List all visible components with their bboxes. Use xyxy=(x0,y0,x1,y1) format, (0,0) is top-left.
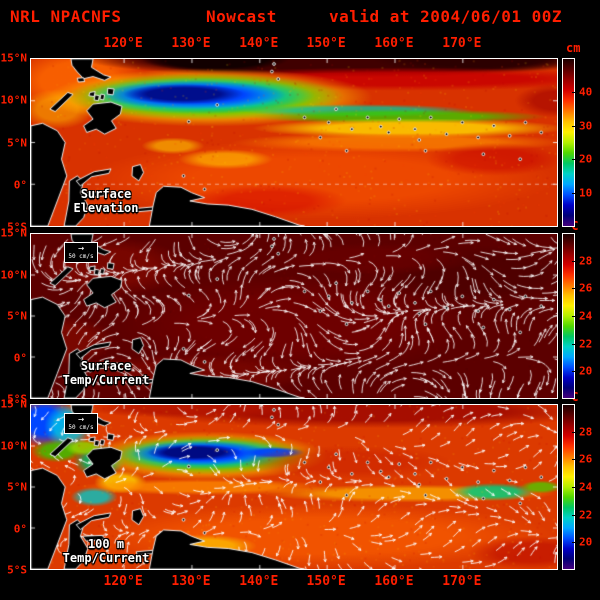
latitude-axis-panel2: 15°N 10°N 5°N 0° 5°S xyxy=(0,227,28,406)
panel-label-line: Temp/Current xyxy=(62,373,150,387)
lon-tick-label: 160°E xyxy=(374,36,414,51)
lon-tick-label: 120°E xyxy=(103,574,143,589)
valid-time: valid at 2004/06/01 00Z xyxy=(328,7,562,26)
lat-tick-label: 5°S xyxy=(7,563,27,577)
colorbar-tick-mark xyxy=(572,431,577,433)
lon-tick-label: 160°E xyxy=(374,574,414,589)
colorbar-tick-label: 26 xyxy=(579,452,593,466)
colorbar-tick-label: 22 xyxy=(579,508,593,522)
current-scale-box: → 50 cm/s xyxy=(64,242,98,263)
lon-tick-label: 130°E xyxy=(171,36,211,51)
panel-label-line: Temp/Current xyxy=(62,551,150,565)
lat-tick-label: 5°N xyxy=(7,480,27,494)
lon-tick-label: 120°E xyxy=(103,36,143,51)
lat-tick-label: 5°S xyxy=(7,392,27,406)
colorbar-tick-mark xyxy=(572,159,577,161)
colorbar-tick-label: 20 xyxy=(579,535,593,549)
panel-label-100m-temp-current: 100 m Temp/Current xyxy=(58,537,154,565)
colorbar-tick-mark xyxy=(572,125,577,127)
latitude-axis-panel3: 15°N 10°N 5°N 0° 5°S xyxy=(0,398,28,577)
colorbar-tick-mark xyxy=(572,316,577,317)
scale-value: 50 cm/s xyxy=(68,253,94,260)
lon-tick-label: 170°E xyxy=(442,574,482,589)
colorbar-tick-mark xyxy=(572,371,577,373)
colorbar-gradient xyxy=(562,58,575,227)
temp-current-100m-map xyxy=(30,404,558,570)
colorbar-tick-label: 20 xyxy=(579,152,593,166)
colorbar-tick-label: 20 xyxy=(579,364,593,378)
colorbar-surface-elevation: 40 30 20 10 xyxy=(562,58,600,227)
lat-tick-label: 15°N xyxy=(0,51,28,65)
lon-tick-label: 170°E xyxy=(442,36,482,51)
colorbar-tick-mark xyxy=(572,193,577,195)
scale-arrow-icon: → xyxy=(77,243,85,254)
lat-tick-label: 10°N xyxy=(0,439,28,452)
panel-label-line: Surface xyxy=(80,359,132,373)
colorbar-tick-label: 24 xyxy=(579,309,593,323)
colorbar-tick-mark xyxy=(572,514,577,516)
lon-tick-label: 130°E xyxy=(171,574,211,589)
colorbar-tick-mark xyxy=(572,487,577,488)
colorbar-tick-label: 40 xyxy=(579,85,593,99)
colorbar-tick-mark xyxy=(572,343,577,345)
colorbar-tick-label: 10 xyxy=(579,186,593,200)
panel-label-line: Surface xyxy=(80,187,132,201)
colorbar-surface-temp: 28 26 24 22 20 xyxy=(562,233,600,399)
longitude-axis-bottom: 120°E 130°E 140°E 150°E 160°E 170°E xyxy=(30,574,556,589)
colorbar-tick-mark xyxy=(572,288,577,290)
panel-label-line: Elevation xyxy=(73,201,139,215)
latitude-axis-panel1: 15°N 10°N 5°N 0° 5°S xyxy=(0,52,28,234)
surface-temp-current-map xyxy=(30,233,558,399)
lat-tick-label: 0° xyxy=(13,522,27,535)
lon-tick-label: 150°E xyxy=(306,574,346,589)
lon-tick-label: 150°E xyxy=(306,36,346,51)
panel-label-line: 100 m xyxy=(87,537,125,551)
colorbar-tick-label: 30 xyxy=(579,119,593,133)
lat-tick-label: 0° xyxy=(13,351,27,364)
colorbar-tick-mark xyxy=(572,260,577,262)
panel-100m-temp-current: → 50 cm/s 100 m Temp/Current xyxy=(30,404,558,570)
colorbar-tick-label: 26 xyxy=(579,281,593,295)
colorbar-tick-label: 28 xyxy=(579,425,593,439)
colorbar-100m-temp: 28 26 24 22 20 xyxy=(562,404,600,570)
surface-elevation-map xyxy=(30,58,558,227)
lat-tick-label: 10°N xyxy=(0,268,28,281)
panel-label-surface-elevation: Surface Elevation xyxy=(58,187,154,215)
colorbar-tick-mark xyxy=(572,459,577,461)
figure-title: NRL NPACNFS Nowcast valid at 2004/06/01 … xyxy=(8,7,592,27)
longitude-axis-top: 120°E 130°E 140°E 150°E 160°E 170°E xyxy=(30,36,556,51)
lat-tick-label: 15°N xyxy=(0,397,28,411)
lat-tick-label: 5°S xyxy=(7,220,27,234)
colorbar-unit-cm: cm xyxy=(566,41,581,55)
lat-tick-label: 5°N xyxy=(7,309,27,323)
colorbar-tick-label: 24 xyxy=(579,480,593,494)
lon-tick-label: 140°E xyxy=(239,36,279,51)
colorbar-tick-label: 28 xyxy=(579,254,593,268)
lat-tick-label: 15°N xyxy=(0,226,28,240)
panel-surface-temp-current: → 50 cm/s Surface Temp/Current xyxy=(30,233,558,399)
product-name: NRL NPACNFS xyxy=(10,7,122,26)
panel-label-surface-temp-current: Surface Temp/Current xyxy=(58,359,154,387)
scale-value: 50 cm/s xyxy=(68,424,94,431)
lat-tick-label: 10°N xyxy=(0,93,28,107)
colorbar-tick-mark xyxy=(572,91,577,93)
current-scale-box: → 50 cm/s xyxy=(64,413,98,434)
scale-arrow-icon: → xyxy=(77,414,85,425)
lon-tick-label: 140°E xyxy=(239,574,279,589)
lat-tick-label: 0° xyxy=(13,178,27,192)
run-mode: Nowcast xyxy=(206,7,277,26)
panel-surface-elevation: Surface Elevation xyxy=(30,58,558,227)
lat-tick-label: 5°N xyxy=(7,136,27,149)
colorbar-tick-mark xyxy=(572,542,577,544)
colorbar-tick-label: 22 xyxy=(579,337,593,351)
